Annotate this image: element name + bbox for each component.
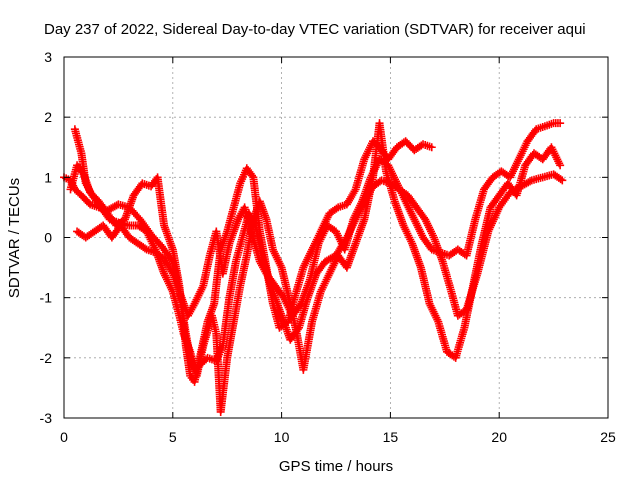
y-tick-label: 1 <box>44 169 52 185</box>
series-track-3 <box>70 119 565 416</box>
y-tick-label: -3 <box>40 410 53 426</box>
x-tick-label: 25 <box>600 429 616 445</box>
data-point <box>558 176 567 185</box>
data-point <box>556 161 565 170</box>
x-tick-label: 5 <box>169 429 177 445</box>
y-tick-label: 2 <box>44 109 52 125</box>
y-axis-label: SDTVAR / TECUs <box>6 178 23 298</box>
x-axis-label: GPS time / hours <box>279 458 393 475</box>
x-tick-label: 15 <box>383 429 399 445</box>
x-tick-label: 0 <box>60 429 68 445</box>
y-tick-label: -1 <box>40 290 53 306</box>
data-point <box>427 143 436 152</box>
x-tick-label: 20 <box>491 429 507 445</box>
y-tick-label: 0 <box>44 230 52 246</box>
chart-title: Day 237 of 2022, Sidereal Day-to-day VTE… <box>44 21 586 38</box>
y-tick-label: -2 <box>40 350 53 366</box>
series-track-4 <box>73 119 565 320</box>
data-series-layer <box>60 119 567 416</box>
y-tick-label: 3 <box>44 49 52 65</box>
data-point <box>556 119 565 128</box>
series-track-2 <box>66 137 436 386</box>
x-tick-label: 10 <box>274 429 290 445</box>
